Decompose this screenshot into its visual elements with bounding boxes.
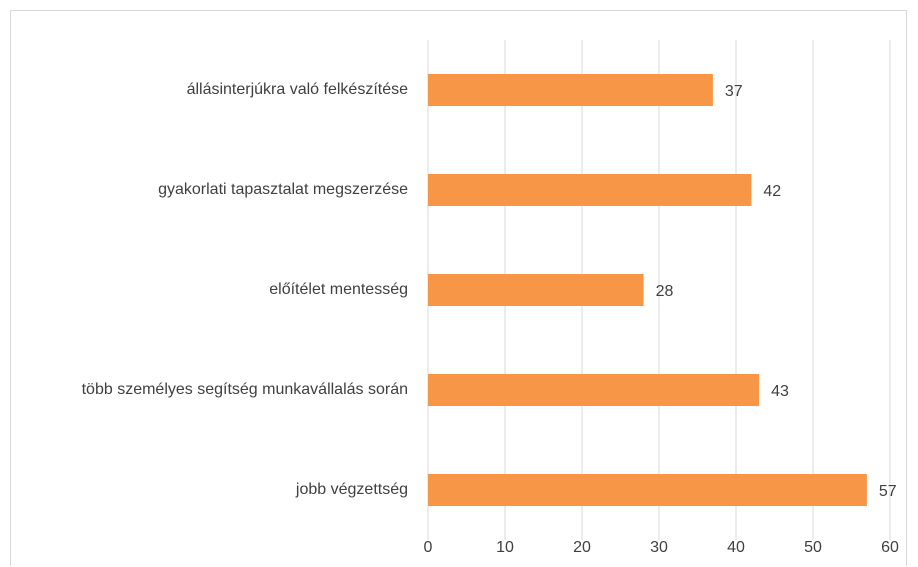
y-tick-label: állásinterjúkra való felkészítése xyxy=(8,79,408,101)
x-tick-label: 60 xyxy=(881,539,899,556)
bar xyxy=(428,174,752,206)
x-tick-label: 50 xyxy=(804,539,822,556)
bar xyxy=(428,74,713,106)
data-label: 57 xyxy=(879,483,897,500)
category-text: állásinterjúkra való felkészítése xyxy=(186,81,408,98)
data-label: 43 xyxy=(771,383,789,400)
x-tick-label: 40 xyxy=(727,539,745,556)
category-text: előítélet mentesség xyxy=(269,281,408,298)
data-label: 37 xyxy=(725,83,743,100)
y-tick-label: több személyes segítség munkavállalás so… xyxy=(8,379,408,401)
data-label: 42 xyxy=(763,183,781,200)
bar xyxy=(428,474,867,506)
x-tick-label: 20 xyxy=(573,539,591,556)
bar xyxy=(428,374,760,406)
x-tick-label: 30 xyxy=(650,539,668,556)
y-tick-label: jobb végzettség xyxy=(8,479,408,501)
category-text: jobb végzettség xyxy=(295,481,408,498)
data-label: 28 xyxy=(656,283,674,300)
category-text: több személyes segítség munkavállalás so… xyxy=(81,381,408,398)
x-tick-label: 10 xyxy=(496,539,514,556)
y-tick-label: gyakorlati tapasztalat megszerzése xyxy=(8,179,408,201)
y-tick-label: előítélet mentesség xyxy=(8,279,408,301)
x-tick-label: 0 xyxy=(424,539,433,556)
category-text: gyakorlati tapasztalat megszerzése xyxy=(158,181,408,198)
chart-frame xyxy=(10,10,907,566)
bar xyxy=(428,274,644,306)
